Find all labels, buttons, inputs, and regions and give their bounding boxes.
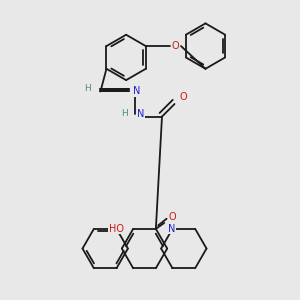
Text: N: N <box>133 86 140 97</box>
Text: O: O <box>172 41 179 51</box>
Text: O: O <box>180 92 187 102</box>
Text: N: N <box>137 109 145 118</box>
Text: HO: HO <box>109 224 124 234</box>
Text: H: H <box>121 109 128 118</box>
Text: N: N <box>168 224 175 234</box>
Text: O: O <box>168 212 176 222</box>
Text: H: H <box>84 84 91 93</box>
